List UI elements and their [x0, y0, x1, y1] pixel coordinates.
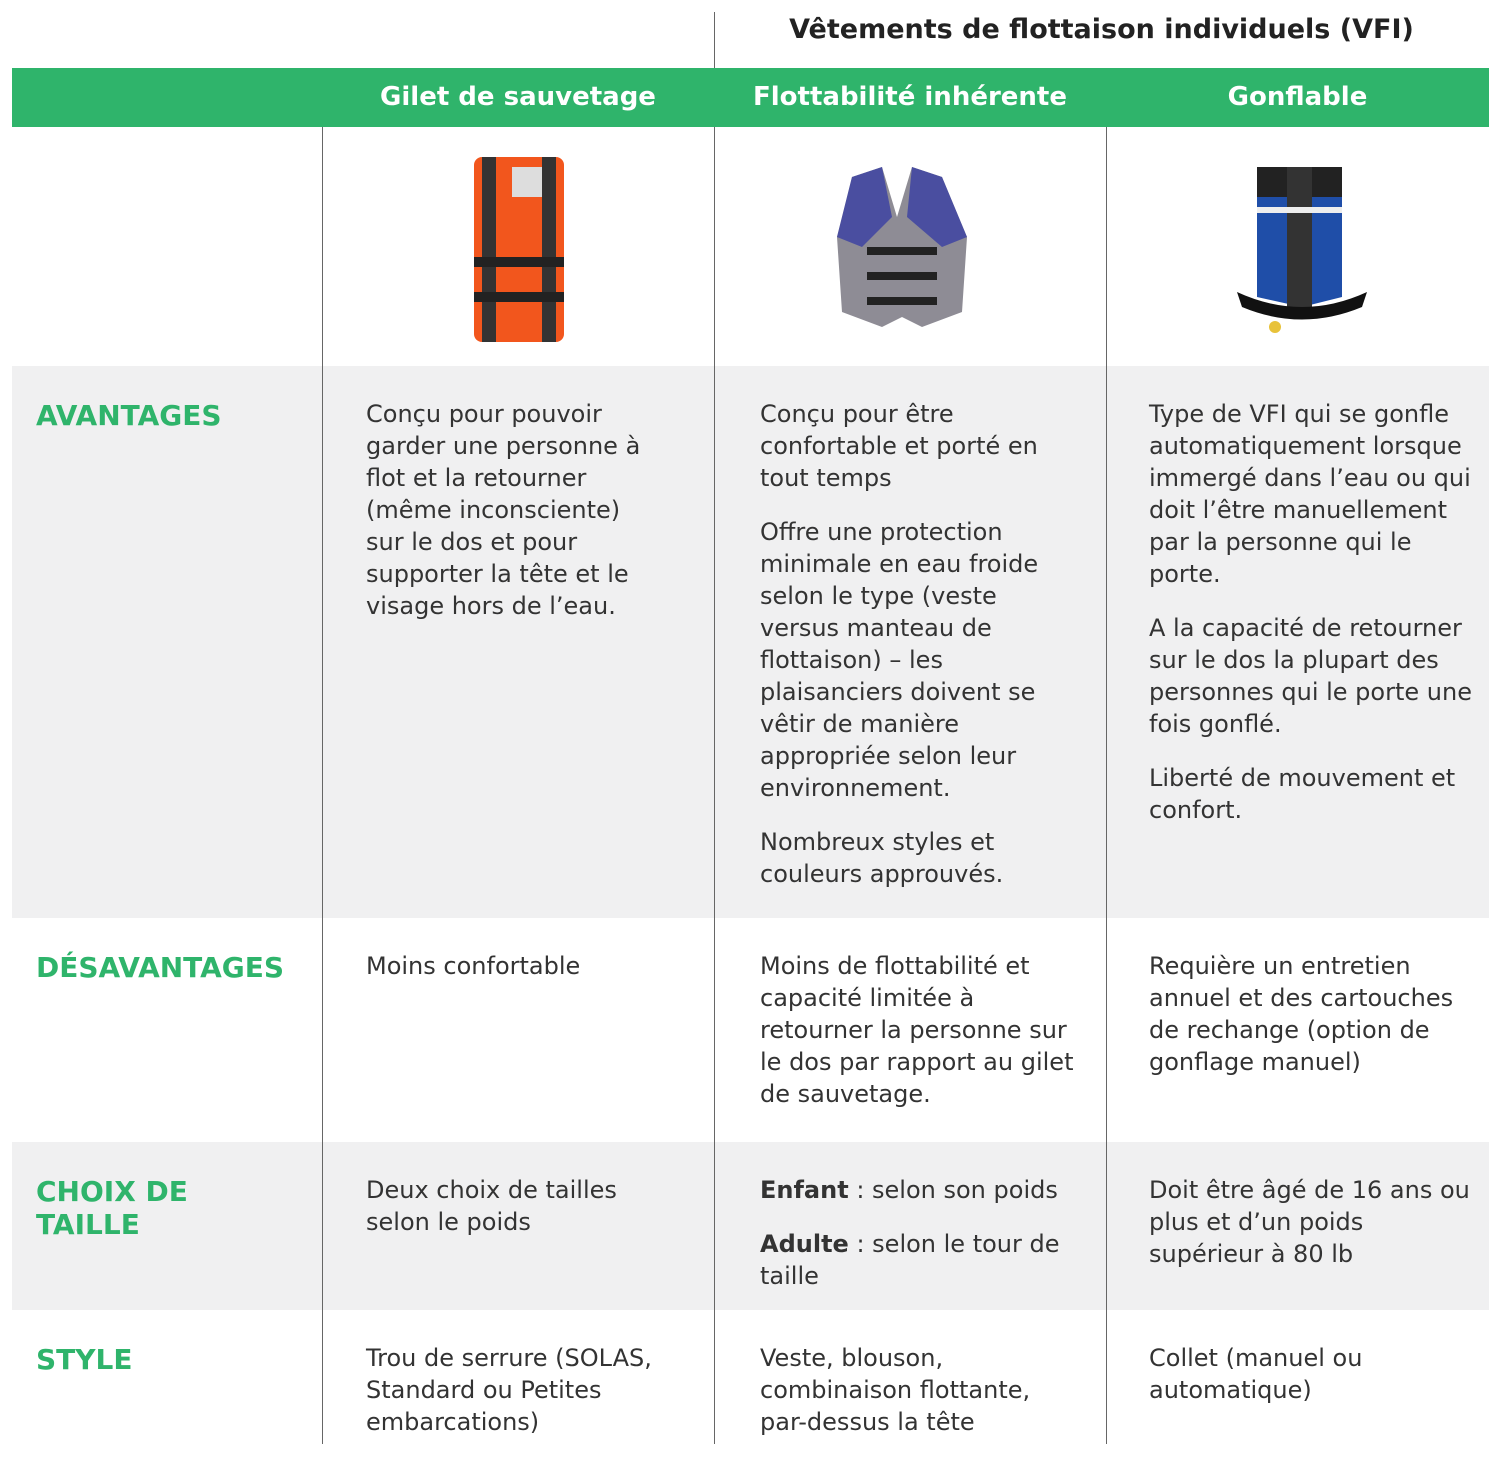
- paragraph: Requière un entretien annuel et des cart…: [1149, 952, 1454, 1076]
- images: [474, 157, 1367, 342]
- column-header: Gonflable: [1227, 82, 1368, 112]
- cell: Collet (manuel ou automatique): [1149, 1342, 1474, 1428]
- row-background: [12, 366, 1489, 918]
- paragraph: Collet (manuel ou automatique): [1149, 1344, 1363, 1404]
- cell: Deux choix de tailles selon le poids: [366, 1174, 661, 1260]
- row-background: [12, 1310, 1489, 1444]
- paragraph: Adulte : selon le tour de taille: [760, 1228, 1080, 1292]
- divider: [322, 127, 323, 1444]
- vest-image: [837, 167, 967, 327]
- cell: Moins confortable: [366, 950, 661, 1004]
- cell: Veste, blouson, combinaison flottante, p…: [760, 1342, 1080, 1460]
- column-header: Flottabilité inhérente: [753, 82, 1067, 112]
- paragraph: Moins confortable: [366, 952, 581, 980]
- text: : selon le tour de taille: [760, 1230, 1060, 1290]
- paragraph: Veste, blouson, combinaison flottante, p…: [760, 1344, 1031, 1436]
- paragraph: Conçu pour être confortable et porté en …: [760, 400, 1038, 492]
- bold-text: Adulte: [760, 1230, 849, 1258]
- paragraph: Doit être âgé de 16 ans ou plus et d’un …: [1149, 1176, 1470, 1268]
- paragraph: Conçu pour pouvoir garder une personne à…: [366, 400, 641, 620]
- divider: [714, 127, 715, 1444]
- row-label: CHOIX DE TAILLE: [36, 1175, 188, 1241]
- table-title: Vêtements de flottaison individuels (VFI…: [789, 14, 1414, 45]
- row-background: [12, 918, 1489, 1142]
- paragraph: Trou de serrure (SOLAS, Standard ou Peti…: [366, 1344, 652, 1436]
- paragraph: Deux choix de tailles selon le poids: [366, 1176, 617, 1236]
- vest-image: [1237, 167, 1367, 333]
- paragraph: Liberté de mouvement et confort.: [1149, 764, 1456, 824]
- vest-image: [474, 157, 564, 342]
- row-label: STYLE: [36, 1343, 133, 1376]
- paragraph: Offre une protection minimale en eau fro…: [760, 518, 1039, 802]
- cell: Moins de flottabilité et capacité limité…: [760, 950, 1080, 1132]
- cell: Doit être âgé de 16 ans ou plus et d’un …: [1149, 1174, 1474, 1292]
- divider: [1106, 127, 1107, 1444]
- cell: Conçu pour pouvoir garder une personne à…: [366, 398, 661, 644]
- paragraph: A la capacité de retourner sur le dos la…: [1149, 614, 1472, 738]
- paragraph: Enfant : selon son poids: [760, 1174, 1080, 1206]
- row-label: AVANTAGES: [36, 399, 222, 432]
- row-background: [12, 1142, 1489, 1310]
- row-label: DÉSAVANTAGES: [36, 951, 285, 984]
- bold-text: Enfant: [760, 1176, 849, 1204]
- paragraph: Moins de flottabilité et capacité limité…: [760, 952, 1074, 1108]
- cell: Type de VFI qui se gonfle automatiquemen…: [1149, 398, 1474, 848]
- cell: Enfant : selon son poids Adulte : selon l…: [760, 1174, 1080, 1314]
- divider: [714, 12, 715, 68]
- text: : selon son poids: [848, 1176, 1058, 1204]
- cell: Conçu pour être confortable et porté en …: [760, 398, 1080, 912]
- cell: Requière un entretien annuel et des cart…: [1149, 950, 1474, 1100]
- paragraph: Type de VFI qui se gonfle automatiquemen…: [1149, 400, 1471, 588]
- header-band: [12, 68, 1489, 127]
- column-header: Gilet de sauvetage: [380, 82, 656, 112]
- cell: Trou de serrure (SOLAS, Standard ou Peti…: [366, 1342, 661, 1460]
- paragraph: Nombreux styles et couleurs approuvés.: [760, 828, 1004, 888]
